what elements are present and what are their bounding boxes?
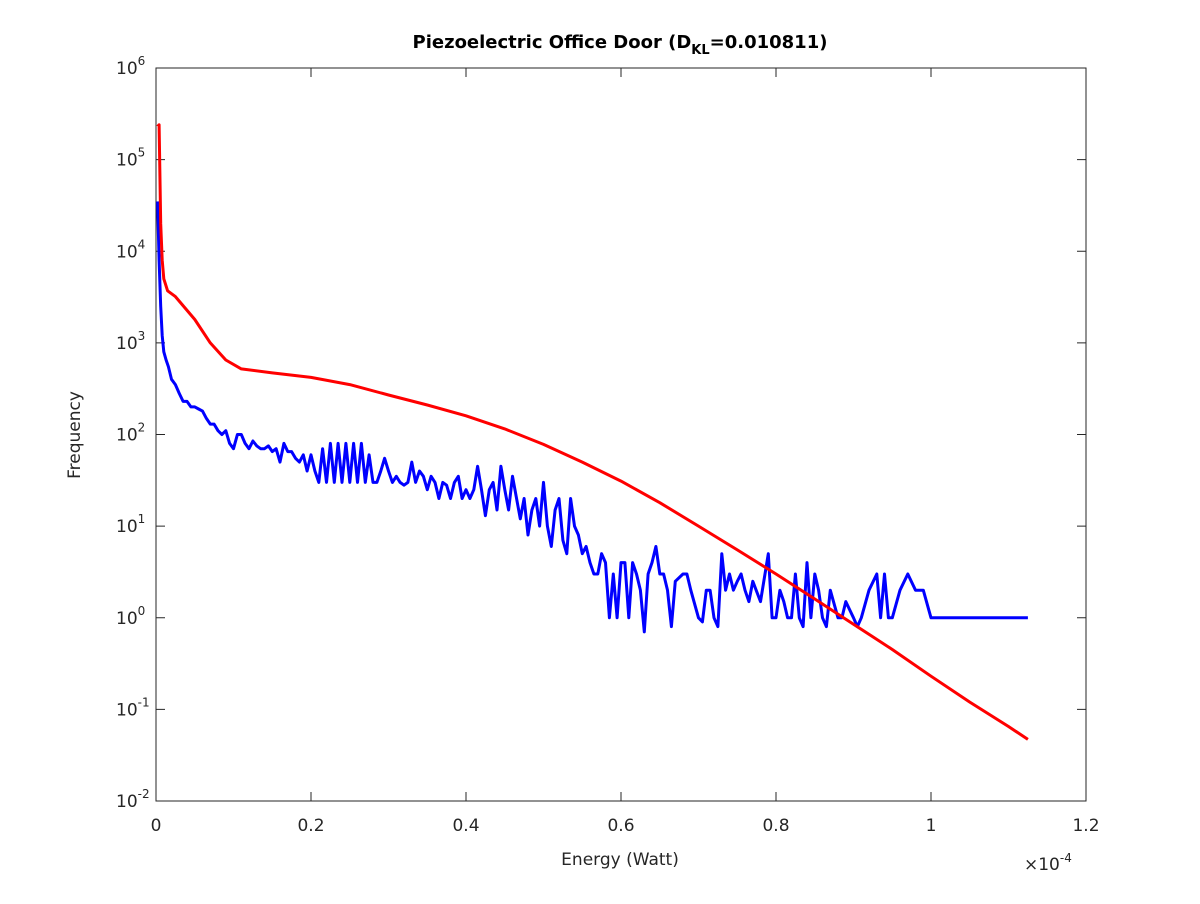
y-tick-base: 10 bbox=[116, 59, 138, 79]
data-line bbox=[156, 201, 1028, 634]
y-tick-base: 10 bbox=[116, 334, 138, 354]
y-tick-base: 10 bbox=[116, 242, 138, 262]
y-tick-label: 100 bbox=[116, 604, 145, 629]
y-tick-exponent: -1 bbox=[138, 695, 150, 709]
y-tick-exponent: 5 bbox=[138, 146, 146, 160]
y-tick-base: 10 bbox=[116, 517, 138, 537]
y-tick-base: 10 bbox=[116, 151, 138, 171]
y-tick-exponent: 4 bbox=[138, 237, 146, 251]
y-tick-label: 106 bbox=[116, 54, 145, 79]
y-tick-label: 10-1 bbox=[116, 695, 150, 720]
y-tick-label: 10-2 bbox=[116, 787, 150, 812]
y-tick-label: 104 bbox=[116, 237, 145, 262]
y-tick-exponent: 1 bbox=[138, 512, 146, 526]
x-tick-label: 0.8 bbox=[762, 816, 789, 836]
x-tick-label: 1.2 bbox=[1072, 816, 1099, 836]
y-tick-label: 103 bbox=[116, 329, 145, 354]
y-tick-label: 101 bbox=[116, 512, 145, 537]
y-tick-base: 10 bbox=[116, 426, 138, 446]
x-tick-label: 0 bbox=[151, 816, 162, 836]
x-tick-label: 0.2 bbox=[297, 816, 324, 836]
y-tick-label: 105 bbox=[116, 146, 145, 171]
y-tick-exponent: 0 bbox=[138, 604, 146, 618]
y-tick-exponent: -2 bbox=[138, 787, 150, 801]
y-tick-base: 10 bbox=[116, 700, 138, 720]
y-tick-exponent: 3 bbox=[138, 329, 146, 343]
y-axis-label: Frequency bbox=[65, 391, 85, 479]
y-tick-label: 102 bbox=[116, 421, 145, 446]
x-multiplier: ×10-4 bbox=[1024, 851, 1072, 875]
y-tick-base: 10 bbox=[116, 792, 138, 812]
x-axis-label: Energy (Watt) bbox=[561, 850, 679, 870]
x-tick-label: 1 bbox=[926, 816, 937, 836]
chart-title: Piezoelectric Office Door (DKL=0.010811) bbox=[413, 32, 828, 58]
y-tick-exponent: 2 bbox=[138, 421, 146, 435]
x-tick-label: 0.4 bbox=[452, 816, 479, 836]
y-tick-exponent: 6 bbox=[138, 54, 146, 68]
y-tick-base: 10 bbox=[116, 609, 138, 629]
data-line bbox=[156, 123, 1029, 741]
x-tick-label: 0.6 bbox=[607, 816, 634, 836]
